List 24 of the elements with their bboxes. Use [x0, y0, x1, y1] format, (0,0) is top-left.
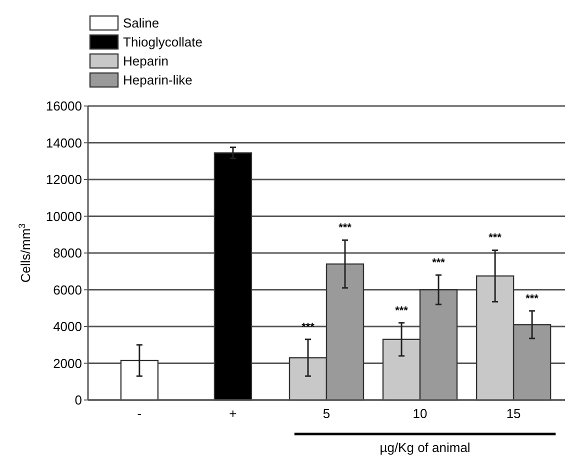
y-tick-label: 4000 — [53, 319, 82, 334]
x-axis-title: µg/Kg of animal — [380, 440, 470, 455]
annotation: *** — [395, 304, 409, 317]
legend-label: Heparin-like — [123, 72, 192, 88]
legend-label: Saline — [123, 16, 160, 31]
y-tick-label: 10000 — [46, 208, 82, 224]
annotation: *** — [338, 222, 352, 234]
annotation: *** — [432, 257, 446, 270]
y-tick-label: 12000 — [46, 172, 82, 188]
x-tick-label: 10 — [412, 406, 428, 421]
y-tick-label: 2000 — [53, 356, 82, 371]
y-tick-label: 14000 — [46, 135, 82, 150]
x-tick-label: 5 — [322, 406, 330, 421]
legend-label: Thioglycollate — [123, 34, 202, 50]
y-tick-label: 16000 — [46, 98, 82, 114]
annotation: *** — [488, 232, 502, 244]
legend-label: Heparin — [123, 54, 169, 69]
x-tick-label: + — [229, 406, 237, 421]
y-tick-label: 8000 — [53, 246, 82, 261]
annotation: *** — [526, 292, 540, 305]
y-tick-label: 6000 — [53, 282, 82, 298]
x-tick-label: 15 — [506, 406, 521, 421]
x-tick-label: - — [137, 406, 142, 421]
y-tick-label: 0 — [74, 392, 82, 408]
